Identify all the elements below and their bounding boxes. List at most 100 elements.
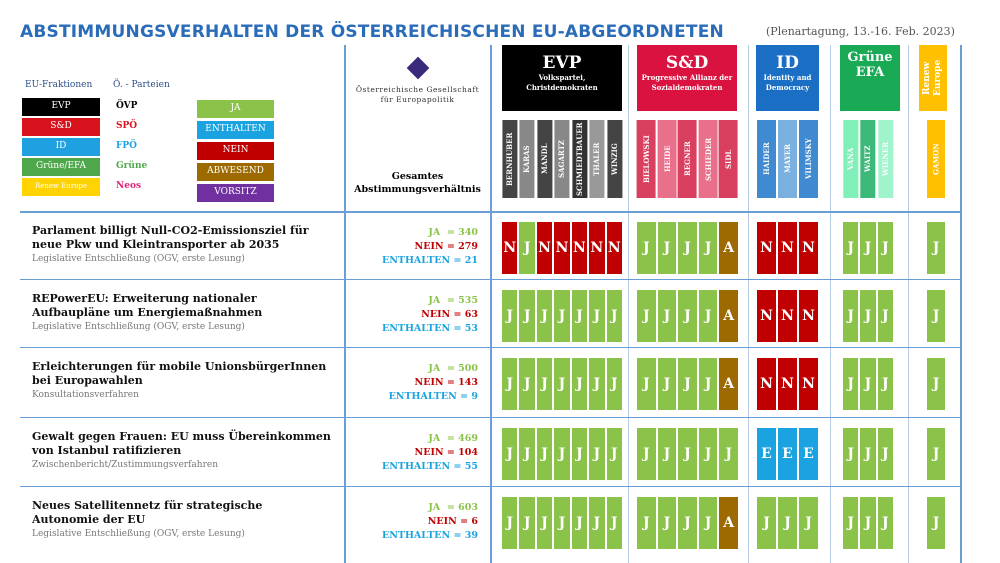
vote-cell: J bbox=[860, 497, 876, 549]
total-nein: NEIN = 279 bbox=[414, 241, 478, 252]
vote-cell: J bbox=[519, 290, 535, 342]
vote-cell: J bbox=[757, 497, 776, 549]
vote-cell: J bbox=[606, 358, 622, 410]
total-ja: JA = 340 bbox=[428, 227, 478, 238]
vote-cell: J bbox=[536, 290, 553, 342]
vote-cell: N bbox=[589, 222, 605, 274]
vote-cell: J bbox=[606, 428, 622, 480]
legend-vote: JA bbox=[197, 100, 274, 118]
legend-fraktion: S&D bbox=[22, 118, 100, 136]
vote-cell: N bbox=[554, 222, 570, 274]
vote-totals: JA = 500 NEIN = 143 ENTHALTEN = 9 bbox=[389, 362, 478, 404]
group-votes: J bbox=[927, 358, 945, 410]
vote-cell: J bbox=[637, 497, 656, 549]
member-name: WIENER bbox=[877, 120, 893, 198]
total-enth: ENTHALTEN = 53 bbox=[381, 323, 478, 334]
vote-cell: J bbox=[860, 358, 876, 410]
group-votes: J bbox=[927, 222, 945, 274]
member-name: WINZIG bbox=[606, 120, 622, 198]
member-names: HAIDER MAYER VILIMSKY bbox=[757, 120, 818, 198]
divider bbox=[830, 45, 831, 563]
vote-cell: J bbox=[877, 358, 893, 410]
member-name: THALER bbox=[589, 120, 605, 198]
vote-cell: J bbox=[678, 222, 697, 274]
vote-cell: J bbox=[519, 222, 535, 274]
legend-vote: VORSITZ bbox=[197, 184, 274, 202]
group-header: S&D Progressive Allianz der Sozialdemokra… bbox=[637, 45, 737, 111]
vote-cell: E bbox=[757, 428, 776, 480]
group-votes: J bbox=[927, 290, 945, 342]
total-ja: JA = 500 bbox=[428, 363, 478, 374]
vote-cell: N bbox=[757, 358, 776, 410]
vote-cell: J bbox=[860, 290, 876, 342]
divider bbox=[960, 45, 962, 563]
vote-cell: J bbox=[571, 290, 588, 342]
divider bbox=[490, 45, 492, 563]
vote-row: Erleichterungen für mobile UnionsbürgerI… bbox=[20, 348, 960, 416]
vote-cell: J bbox=[589, 497, 605, 549]
vote-cell: J bbox=[843, 428, 859, 480]
vote-cell: N bbox=[778, 222, 797, 274]
group-abbr: Grüne EFA bbox=[847, 50, 893, 80]
divider bbox=[20, 279, 960, 280]
vote-cell: N bbox=[571, 222, 588, 274]
vote-cell: J bbox=[657, 290, 677, 342]
vote-cell: J bbox=[877, 290, 893, 342]
legend-parteien-label: Ö. - Parteien bbox=[113, 80, 170, 90]
motion-title-text: REPowerEU: Erweiterung nationaler Aufbau… bbox=[32, 292, 263, 319]
vote-cell: J bbox=[678, 358, 697, 410]
vote-cell: J bbox=[877, 497, 893, 549]
vote-cell: J bbox=[606, 497, 622, 549]
vote-cell: J bbox=[519, 497, 535, 549]
vote-cell: J bbox=[678, 497, 697, 549]
vote-cell: J bbox=[657, 497, 677, 549]
member-name: HEIDE bbox=[657, 120, 677, 198]
total-nein: NEIN = 6 bbox=[427, 516, 478, 527]
member-names: VANA WAITZ WIENER bbox=[843, 120, 893, 198]
vote-cell: J bbox=[698, 497, 718, 549]
vote-cell: J bbox=[637, 222, 656, 274]
legend-party: SPÖ bbox=[116, 121, 138, 131]
divider bbox=[908, 45, 909, 563]
vote-cell: J bbox=[927, 497, 945, 549]
vote-cell: J bbox=[843, 290, 859, 342]
divider bbox=[628, 45, 629, 563]
group-name: Volkspartei, Christdemokraten bbox=[526, 73, 598, 92]
total-nein: NEIN = 63 bbox=[421, 309, 478, 320]
vote-cell: N bbox=[757, 222, 776, 274]
legend-fraktion: ID bbox=[22, 138, 100, 156]
total-enth: ENTHALTEN = 39 bbox=[381, 530, 478, 541]
vote-cell: J bbox=[502, 428, 518, 480]
vote-cell: J bbox=[678, 290, 697, 342]
vote-cell: J bbox=[698, 222, 718, 274]
vote-cell: E bbox=[799, 428, 818, 480]
group-header: Grüne EFA bbox=[840, 45, 900, 111]
total-enth: ENTHALTEN = 55 bbox=[381, 461, 478, 472]
vote-cell: J bbox=[554, 290, 570, 342]
vote-row: Neues Satellitennetz für strategische Au… bbox=[20, 487, 960, 555]
vote-cell: J bbox=[799, 497, 818, 549]
motion-title: Gewalt gegen Frauen: EU muss Übereinkomm… bbox=[32, 430, 332, 472]
vote-row: Parlament billigt Null-CO2-Emissionsziel… bbox=[20, 212, 960, 280]
vote-cell: J bbox=[519, 428, 535, 480]
vote-cell: J bbox=[843, 497, 859, 549]
vote-cell: J bbox=[877, 428, 893, 480]
vote-cell: J bbox=[519, 358, 535, 410]
vote-cell: J bbox=[502, 497, 518, 549]
group-name: Progressive Allianz der Sozialdemokraten bbox=[641, 73, 733, 92]
vote-cell: J bbox=[554, 428, 570, 480]
session-date: (Plenartagung, 13.-16. Feb. 2023) bbox=[766, 25, 955, 38]
divider bbox=[20, 211, 960, 213]
legend-vote: ENTHALTEN bbox=[197, 121, 274, 139]
vote-cell: J bbox=[698, 358, 718, 410]
vote-cell: J bbox=[571, 358, 588, 410]
